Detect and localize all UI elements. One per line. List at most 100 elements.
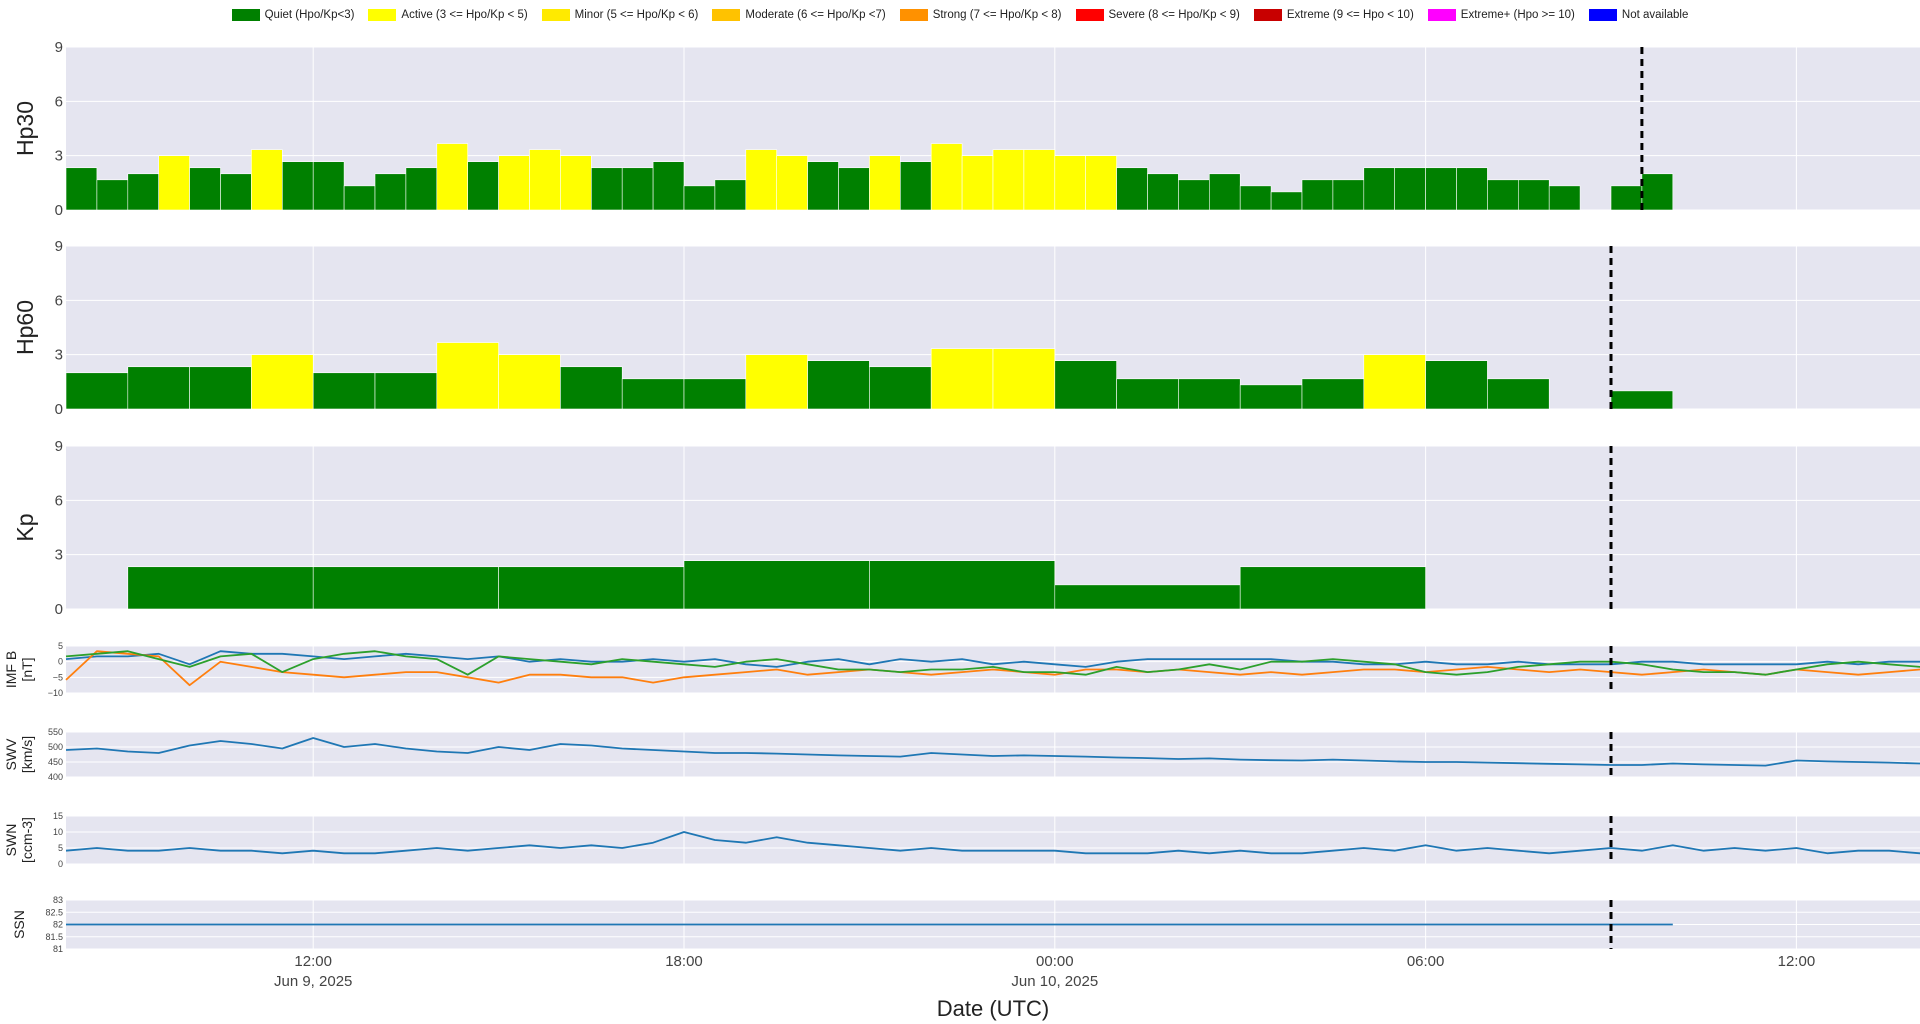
bar: [1548, 185, 1581, 211]
y-axis-title: Hp60: [12, 300, 38, 355]
bar: [220, 173, 252, 211]
bar: [374, 372, 438, 410]
legend-item[interactable]: Extreme+ (Hpo >= 10): [1427, 9, 1575, 21]
bar: [652, 161, 685, 211]
y-tick-label: 9: [55, 238, 63, 255]
y-tick-label: 500: [48, 742, 63, 752]
y-tick-label: 81.5: [45, 932, 63, 942]
y-tick-label: 6: [55, 93, 63, 110]
bar: [1116, 378, 1179, 410]
legend-label: Strong (7 <= Hpo/Kp < 8): [932, 9, 1062, 21]
bar: [1085, 155, 1117, 211]
legend-item[interactable]: Not available: [1588, 9, 1689, 21]
legend-item[interactable]: Moderate (6 <= Hpo/Kp <7): [712, 9, 886, 21]
bar: [1209, 173, 1241, 211]
bar: [1610, 185, 1643, 211]
bar: [281, 161, 314, 211]
bar: [1641, 173, 1674, 211]
bar: [807, 161, 839, 211]
bar: [498, 155, 530, 211]
bar: [189, 167, 221, 211]
bar: [436, 342, 499, 410]
bar: [1239, 384, 1303, 410]
bar: [189, 366, 252, 410]
legend-swatch: [1427, 9, 1456, 21]
y-axis-title: Kp: [12, 513, 38, 541]
bar: [1487, 378, 1550, 410]
y-tick-label: 9: [55, 438, 63, 455]
bar: [158, 155, 190, 211]
bar: [1610, 390, 1674, 410]
bar: [1425, 167, 1457, 211]
bar: [838, 167, 870, 211]
bar: [65, 372, 129, 410]
legend-label: Moderate (6 <= Hpo/Kp <7): [745, 9, 886, 21]
y-tick-label: 3: [55, 347, 63, 364]
bar: [1239, 566, 1426, 610]
chart-legend: Quiet (Hpo/Kp<3) Active (3 <= Hpo/Kp < 5)…: [0, 4, 1920, 26]
legend-item[interactable]: Quiet (Hpo/Kp<3): [231, 9, 354, 21]
bar: [1363, 354, 1426, 410]
bar: [96, 179, 129, 211]
y-tick-label: 5: [58, 641, 63, 651]
bar: [529, 149, 561, 211]
legend-item[interactable]: Active (3 <= Hpo/Kp < 5): [368, 9, 528, 21]
bar: [869, 366, 932, 410]
y-tick-label: 6: [55, 492, 63, 509]
bar: [560, 155, 592, 211]
legend-item[interactable]: Extreme (9 <= Hpo < 10): [1253, 9, 1414, 21]
bar: [127, 173, 160, 211]
legend-label: Extreme+ (Hpo >= 10): [1460, 9, 1575, 21]
bar: [1147, 173, 1179, 211]
bar: [961, 155, 994, 211]
bar: [621, 167, 654, 211]
bar: [127, 366, 190, 410]
y-tick-label: 6: [55, 292, 63, 309]
bar: [714, 179, 747, 211]
bar: [127, 566, 314, 610]
y-tick-label: 83: [53, 895, 63, 905]
y-axis-title: [nT]: [19, 657, 35, 681]
y-tick-label: 400: [48, 772, 63, 782]
bar: [560, 366, 623, 410]
y-tick-label: 9: [55, 39, 63, 56]
y-tick-label: 10: [53, 827, 63, 837]
bar: [930, 348, 994, 410]
bar: [590, 167, 623, 211]
series-line: [65, 650, 1920, 668]
x-tick-label: 12:00: [294, 953, 332, 970]
y-tick-label: −10: [48, 688, 63, 698]
bar: [1363, 167, 1396, 211]
bar: [1054, 360, 1117, 410]
y-tick-label: 3: [55, 148, 63, 165]
bar: [312, 372, 376, 410]
bar: [405, 167, 438, 211]
legend-label: Not available: [1621, 9, 1689, 21]
y-tick-label: 0: [55, 601, 63, 618]
bar: [467, 161, 499, 211]
bar: [869, 560, 1056, 610]
legend-swatch: [541, 9, 570, 21]
bar: [312, 566, 499, 610]
bar: [1394, 167, 1426, 211]
legend-item[interactable]: Minor (5 <= Hpo/Kp < 6): [541, 9, 698, 21]
legend-item[interactable]: Strong (7 <= Hpo/Kp < 8): [899, 9, 1062, 21]
x-tick-date-label: Jun 10, 2025: [1011, 973, 1098, 990]
bar: [436, 143, 468, 211]
y-axis-title: IMF B: [3, 651, 19, 688]
bar: [1239, 185, 1272, 211]
y-tick-label: 0: [58, 859, 63, 869]
legend-swatch: [231, 9, 260, 21]
bar: [745, 354, 808, 410]
x-axis-title: Date (UTC): [937, 996, 1049, 1021]
y-tick-label: 0: [58, 657, 63, 667]
x-tick-label: 18:00: [665, 953, 703, 970]
y-tick-label: 82: [53, 920, 63, 930]
bar: [312, 161, 345, 211]
bar: [1518, 179, 1550, 211]
y-tick-label: 5: [58, 843, 63, 853]
bar: [621, 378, 685, 410]
y-tick-label: 82.5: [45, 907, 63, 917]
legend-item[interactable]: Severe (8 <= Hpo/Kp < 9): [1075, 9, 1240, 21]
